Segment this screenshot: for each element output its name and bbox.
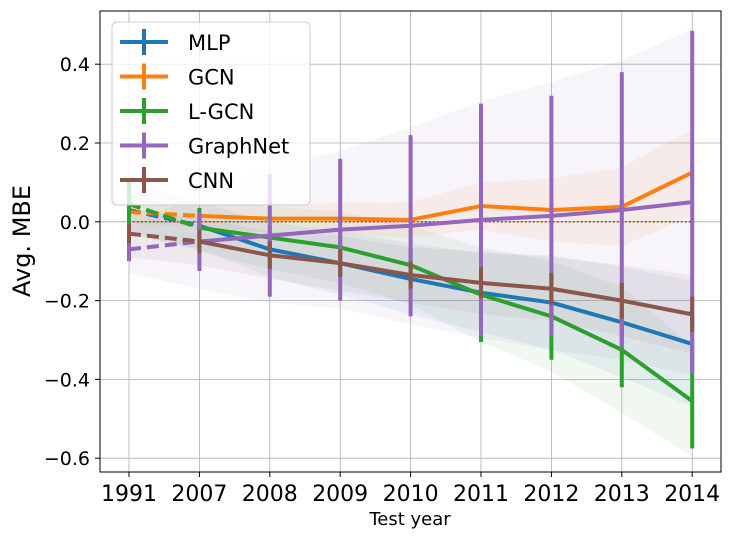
y-axis-label: Avg. MBE bbox=[8, 185, 36, 297]
y-tick-label: 0.4 bbox=[60, 54, 90, 76]
x-tick-label: 2013 bbox=[594, 482, 650, 507]
legend-label-mlp: MLP bbox=[188, 31, 230, 55]
y-tick-label: 0.2 bbox=[60, 133, 90, 155]
x-tick-label: 2008 bbox=[242, 482, 298, 507]
y-tick-label: −0.2 bbox=[44, 291, 90, 313]
x-tick-label: 2011 bbox=[453, 482, 509, 507]
y-tick-label: −0.6 bbox=[44, 448, 90, 470]
legend: MLP GCN L-GCN GraphNet CNN bbox=[111, 21, 311, 206]
legend-label-cnn: CNN bbox=[188, 169, 234, 193]
legend-label-gcn: GCN bbox=[188, 66, 235, 90]
x-tick-label: 2009 bbox=[312, 482, 368, 507]
x-tick-label: 1991 bbox=[101, 482, 157, 507]
legend-box bbox=[111, 21, 311, 206]
y-tick-label: −0.4 bbox=[44, 369, 90, 391]
series-line-dashed-l-gcn bbox=[128, 202, 201, 230]
error-bars bbox=[127, 30, 695, 449]
series-line-mlp bbox=[198, 223, 693, 346]
x-axis-label: Test year bbox=[368, 509, 451, 530]
x-axis-ticks: 1991 2007 2008 2009 2010 2011 2012 2013 2014 bbox=[101, 472, 720, 507]
legend-label-graphnet: GraphNet bbox=[188, 135, 289, 159]
x-tick-label: 2012 bbox=[523, 482, 579, 507]
y-tick-label: 0.0 bbox=[60, 212, 90, 234]
x-tick-label: 2007 bbox=[171, 482, 227, 507]
x-tick-label: 2014 bbox=[664, 482, 720, 507]
x-tick-label: 2010 bbox=[383, 482, 439, 507]
series-lines bbox=[128, 170, 694, 403]
series-line-graphnet bbox=[199, 200, 693, 244]
series-line-gcn bbox=[199, 170, 694, 222]
series-line-cnn bbox=[199, 239, 693, 317]
series-line-dashed-cnn bbox=[128, 231, 200, 244]
series-line-dashed-gcn bbox=[128, 209, 200, 218]
y-axis-ticks: −0.6 −0.4 −0.2 0.0 0.2 0.4 bbox=[44, 54, 100, 470]
series-line-dashed-graphnet bbox=[128, 239, 200, 252]
legend-label-l-gcn: L-GCN bbox=[188, 100, 254, 124]
